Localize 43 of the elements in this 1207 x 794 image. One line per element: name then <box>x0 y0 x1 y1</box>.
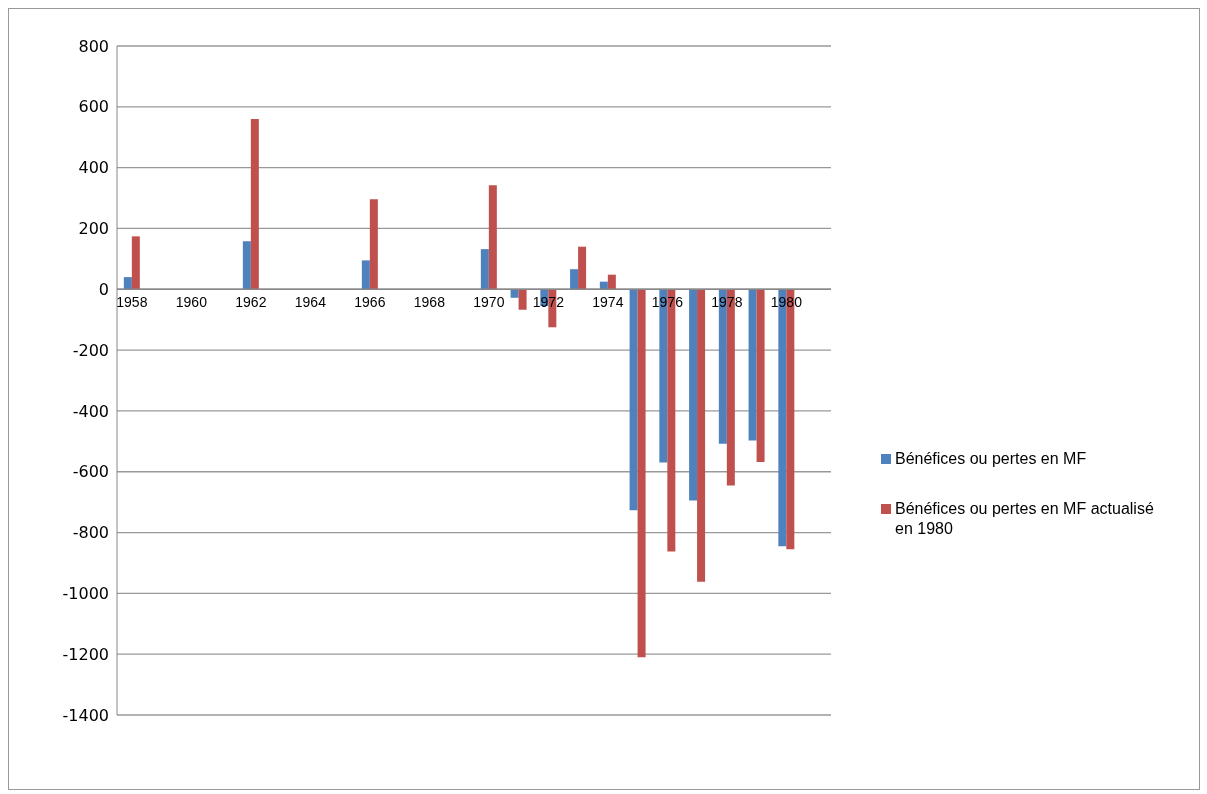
x-tick-label: 1974 <box>592 294 624 311</box>
bar <box>607 274 616 290</box>
y-tick-label: 400 <box>78 158 109 178</box>
y-tick-label: -1400 <box>62 705 109 725</box>
bar <box>637 289 646 658</box>
bar <box>480 249 489 290</box>
bar <box>518 289 527 310</box>
bar <box>697 289 706 582</box>
x-tick-label: 1970 <box>473 294 505 311</box>
bar <box>599 281 608 290</box>
bar <box>748 289 757 441</box>
bar <box>250 118 259 290</box>
bar <box>756 289 765 462</box>
y-tick-label: -200 <box>72 340 109 360</box>
bar <box>131 236 140 290</box>
y-tick-label: -1000 <box>62 584 109 604</box>
x-tick-label: 1964 <box>294 294 327 311</box>
y-tick-label: 0 <box>98 279 109 299</box>
x-tick-label: 1966 <box>354 294 386 311</box>
y-tick-label: 600 <box>78 97 109 117</box>
y-tick-label: -600 <box>72 462 109 482</box>
bar <box>488 185 497 290</box>
bar <box>578 246 587 290</box>
bar <box>510 289 519 298</box>
x-tick-label: 1960 <box>175 294 208 311</box>
bar <box>361 260 370 290</box>
bar <box>629 289 638 511</box>
legend-label: Bénéfices ou pertes en MF actualisé en 1980 <box>895 499 1155 539</box>
x-tick-label: 1978 <box>711 294 743 311</box>
x-tick-label: 1962 <box>235 294 267 311</box>
y-tick-label: -800 <box>72 523 109 543</box>
legend-label: Bénéfices ou pertes en MF <box>895 449 1087 469</box>
bar <box>369 199 378 290</box>
y-tick-label: 200 <box>78 219 109 239</box>
y-tick-label: -400 <box>72 401 109 421</box>
bar <box>689 289 698 501</box>
y-tick-label: 800 <box>78 36 109 56</box>
bar <box>123 277 132 290</box>
bar <box>242 241 251 290</box>
bar <box>570 269 579 290</box>
x-tick-label: 1968 <box>413 294 446 311</box>
y-tick-label: -1200 <box>62 644 109 664</box>
x-tick-label: 1958 <box>116 294 148 311</box>
